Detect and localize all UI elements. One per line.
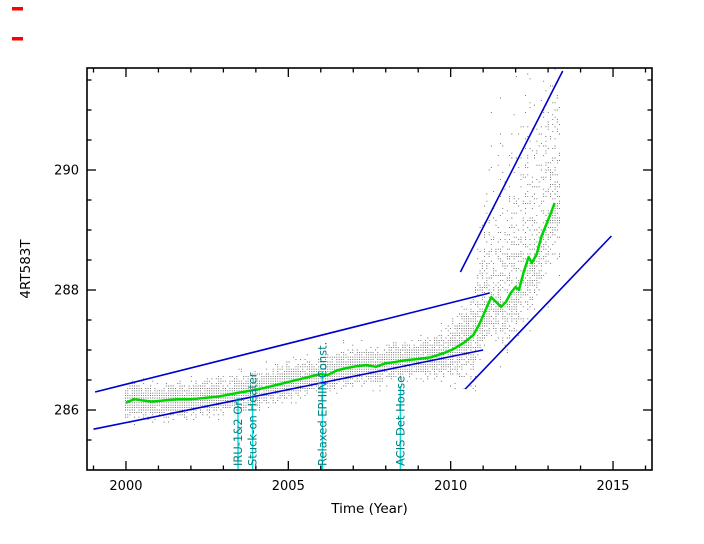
envelope-line: [464, 235, 612, 390]
event-label: ACIS Det House: [393, 376, 407, 466]
envelope-line: [93, 349, 484, 430]
scatter-points: [125, 68, 560, 425]
x-tick-label: 2000: [109, 479, 142, 494]
event-label: IRU-1&2 On: [231, 398, 245, 466]
x-axis-title: Time (Year): [330, 501, 407, 517]
plot-frame: [86, 67, 653, 471]
mean-line: [125, 202, 556, 404]
envelope-line: [459, 70, 564, 273]
x-tick-label: 2015: [596, 479, 629, 494]
y-tick-label: 286: [54, 404, 79, 419]
y-axis-title: 4RT583T: [18, 239, 34, 299]
y-tick-label: 288: [54, 284, 79, 299]
red-artifact-mark: [12, 7, 23, 11]
event-label: Stuck-on Heater: [246, 372, 260, 466]
x-tick-label: 2005: [272, 479, 305, 494]
event-label: Relaxed EPHIN Const.: [315, 342, 329, 466]
envelope-line: [94, 292, 490, 393]
x-tick-label: 2010: [434, 479, 467, 494]
red-artifact-mark: [12, 37, 23, 41]
y-tick-label: 290: [54, 164, 79, 179]
plot-area: [93, 68, 612, 469]
